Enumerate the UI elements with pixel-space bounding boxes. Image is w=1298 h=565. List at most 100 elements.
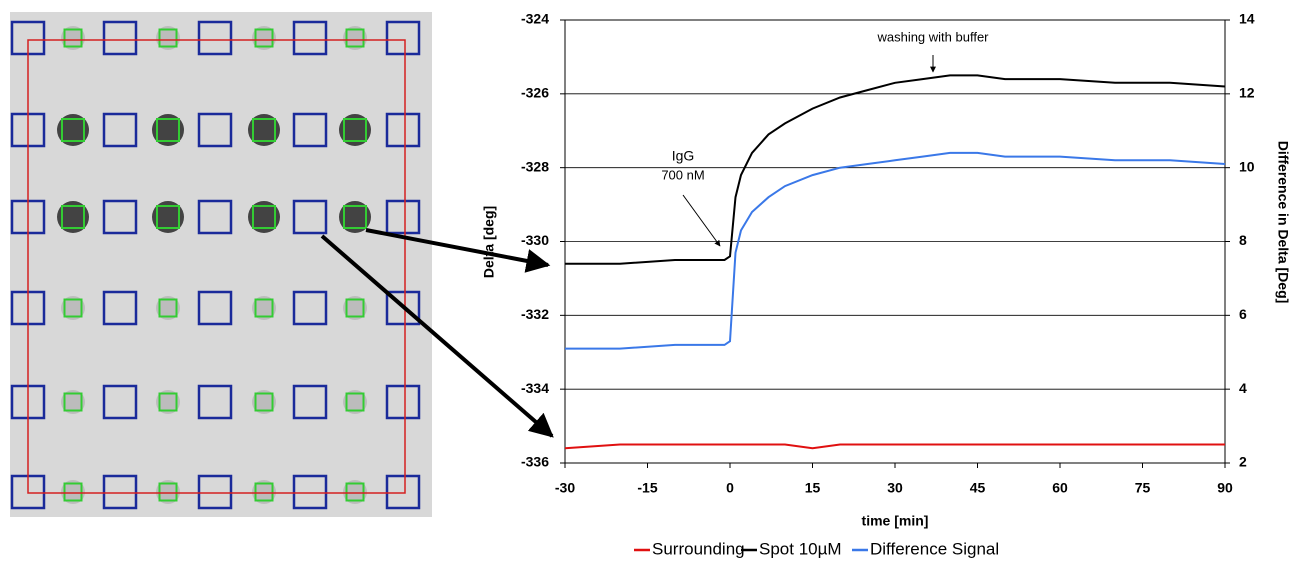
background-roi — [102, 384, 138, 420]
spot-roi — [345, 28, 365, 48]
spot-roi — [156, 118, 180, 142]
y-tick-label: -324 — [521, 11, 549, 27]
background-roi — [385, 112, 421, 148]
y2-tick-label: 12 — [1239, 85, 1255, 101]
spot-roi — [254, 482, 274, 502]
image-background — [10, 12, 432, 517]
background-roi — [197, 112, 233, 148]
spot — [248, 201, 280, 233]
y2-tick-label: 2 — [1239, 454, 1247, 470]
background-roi — [292, 20, 328, 56]
spot-roi — [61, 205, 85, 229]
y-axis-label: Delta [deg] — [481, 206, 497, 278]
spot-roi — [254, 298, 274, 318]
background-roi — [197, 384, 233, 420]
x-tick-label: -15 — [637, 480, 657, 496]
spot — [339, 201, 371, 233]
spot — [156, 26, 180, 50]
spot-roi — [254, 392, 274, 412]
x-axis-label: time [min] — [862, 513, 929, 529]
legend-label: Surrounding — [652, 539, 745, 558]
spot-roi — [158, 28, 178, 48]
spot-roi — [343, 118, 367, 142]
background-roi — [292, 384, 328, 420]
spot-roi — [345, 482, 365, 502]
spot — [343, 480, 367, 504]
x-tick-label: 75 — [1135, 480, 1151, 496]
spot — [57, 201, 89, 233]
spot — [61, 26, 85, 50]
spot — [61, 480, 85, 504]
spot-roi — [252, 118, 276, 142]
x-tick-label: 45 — [970, 480, 986, 496]
spot-roi — [343, 205, 367, 229]
spot-roi — [252, 205, 276, 229]
background-roi — [292, 112, 328, 148]
background-roi — [197, 199, 233, 235]
x-tick-label: 60 — [1052, 480, 1068, 496]
y2-axis-label: Difference in Delta [Deg] — [1275, 141, 1291, 304]
spot — [156, 390, 180, 414]
spot — [156, 480, 180, 504]
background-roi — [385, 384, 421, 420]
spot-roi — [63, 482, 83, 502]
y-tick-label: -332 — [521, 306, 549, 322]
annotation: 700 nM — [661, 167, 704, 182]
spot-roi — [156, 205, 180, 229]
pointer-arrow — [365, 228, 551, 273]
spot — [343, 26, 367, 50]
background-roi — [292, 199, 328, 235]
spot-roi — [158, 392, 178, 412]
x-tick-label: 90 — [1217, 480, 1233, 496]
spot-roi — [254, 28, 274, 48]
x-tick-label: 30 — [887, 480, 903, 496]
background-roi — [385, 20, 421, 56]
series-line — [564, 443, 1225, 450]
x-tick-label: 0 — [726, 480, 734, 496]
spot — [339, 114, 371, 146]
y-tick-label: -330 — [521, 232, 549, 248]
spot — [252, 26, 276, 50]
spot — [248, 114, 280, 146]
y-tick-label: -326 — [521, 85, 549, 101]
background-roi — [197, 290, 233, 326]
x-tick-label: -30 — [555, 480, 575, 496]
series-line — [565, 74, 1226, 265]
spot — [252, 480, 276, 504]
background-roi — [102, 112, 138, 148]
y2-tick-label: 4 — [1239, 380, 1247, 396]
spot — [152, 114, 184, 146]
background-roi — [102, 20, 138, 56]
y2-tick-label: 14 — [1239, 11, 1255, 27]
x-tick-label: 15 — [805, 480, 821, 496]
spot-roi — [345, 392, 365, 412]
spot-roi — [158, 482, 178, 502]
spot-roi — [63, 392, 83, 412]
spot-roi — [63, 298, 83, 318]
background-roi — [197, 474, 233, 510]
annotation-arrow — [682, 194, 721, 247]
y-tick-label: -334 — [521, 380, 549, 396]
background-roi — [292, 474, 328, 510]
annotation: IgG — [672, 148, 695, 164]
spot — [343, 390, 367, 414]
annotation: washing with buffer — [876, 29, 989, 44]
spot — [57, 114, 89, 146]
background-roi — [102, 474, 138, 510]
legend-label: Difference Signal — [870, 539, 999, 558]
microscope-image — [10, 12, 432, 517]
spot — [156, 296, 180, 320]
background-roi — [385, 290, 421, 326]
spot-roi — [63, 28, 83, 48]
y2-tick-label: 8 — [1239, 232, 1247, 248]
legend-label: Spot 10µM — [759, 539, 842, 558]
background-roi — [197, 20, 233, 56]
spot — [61, 296, 85, 320]
series-line — [565, 151, 1226, 350]
background-roi — [102, 290, 138, 326]
spot — [152, 201, 184, 233]
spot-roi — [158, 298, 178, 318]
y2-tick-label: 6 — [1239, 306, 1247, 322]
spot — [252, 296, 276, 320]
spot — [343, 296, 367, 320]
